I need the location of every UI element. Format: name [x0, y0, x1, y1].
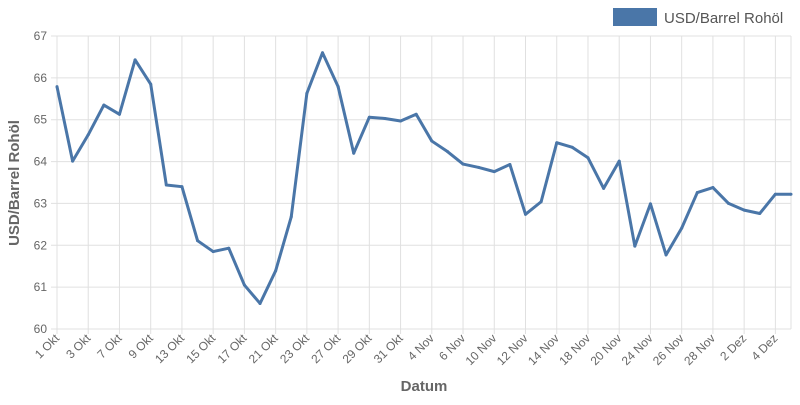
data-point[interactable] [727, 201, 731, 205]
data-point[interactable] [711, 186, 715, 190]
legend[interactable]: USD/Barrel Rohöl [613, 8, 783, 27]
x-tick-label: 26 Nov [650, 331, 687, 368]
data-point[interactable] [742, 208, 746, 212]
data-point[interactable] [196, 239, 200, 243]
x-tick-label: 18 Nov [556, 331, 593, 368]
x-tick-label: 4 Nov [405, 331, 437, 363]
x-tick-label: 27 Okt [308, 331, 343, 366]
data-point[interactable] [289, 215, 293, 219]
data-point[interactable] [555, 141, 559, 145]
data-point[interactable] [602, 186, 606, 190]
data-point[interactable] [117, 112, 121, 116]
y-tick-label: 61 [34, 280, 48, 294]
x-tick-label: 28 Nov [681, 331, 718, 368]
y-tick-label: 62 [34, 238, 48, 252]
data-point[interactable] [617, 159, 621, 163]
data-point[interactable] [586, 156, 590, 160]
data-point[interactable] [758, 211, 762, 215]
data-point[interactable] [164, 183, 168, 187]
y-axis-title: USD/Barrel Rohöl [6, 120, 23, 246]
x-tick-label: 4 Dez [748, 331, 780, 363]
x-tick-label: 15 Okt [183, 331, 218, 366]
data-point[interactable] [477, 165, 481, 169]
x-tick-label: 31 Okt [371, 331, 406, 366]
data-point[interactable] [664, 253, 668, 257]
data-point[interactable] [102, 103, 106, 107]
x-tick-label: 13 Okt [152, 331, 187, 366]
series-layer [55, 51, 793, 305]
data-point[interactable] [524, 212, 528, 216]
x-tick-label: 3 Okt [63, 331, 94, 362]
data-point[interactable] [445, 150, 449, 154]
data-point[interactable] [492, 170, 496, 174]
data-point[interactable] [399, 119, 403, 123]
data-point[interactable] [461, 162, 465, 166]
x-tick-label: 23 Okt [277, 331, 312, 366]
data-point[interactable] [86, 133, 90, 137]
data-point[interactable] [320, 51, 324, 55]
grid [51, 35, 792, 334]
x-tick-label: 17 Okt [215, 331, 250, 366]
data-point[interactable] [180, 185, 184, 189]
y-tick-label: 64 [34, 155, 48, 169]
series-line [55, 51, 791, 305]
y-tick-label: 65 [34, 113, 48, 127]
data-point[interactable] [430, 139, 434, 143]
data-point[interactable] [648, 202, 652, 206]
x-tick-label: 2 Dez [717, 331, 749, 363]
data-point[interactable] [336, 85, 340, 89]
data-point[interactable] [211, 250, 215, 254]
x-axis-title: Datum [401, 378, 448, 395]
x-tick-label: 14 Nov [525, 331, 562, 368]
data-point[interactable] [414, 112, 418, 116]
data-point[interactable] [773, 192, 777, 196]
x-tick-label: 21 Okt [246, 331, 281, 366]
data-point[interactable] [383, 116, 387, 120]
legend-swatch [613, 8, 657, 26]
data-point[interactable] [274, 269, 278, 273]
data-point[interactable] [133, 58, 137, 62]
x-tick-label: 20 Nov [588, 331, 625, 368]
data-point[interactable] [227, 246, 231, 250]
x-tick-label: 24 Nov [619, 331, 656, 368]
data-point[interactable] [352, 151, 356, 155]
x-tick-label: 10 Nov [463, 331, 500, 368]
data-point[interactable] [570, 145, 574, 149]
data-point[interactable] [149, 82, 153, 86]
data-point[interactable] [680, 226, 684, 230]
y-tick-label: 66 [34, 71, 48, 85]
y-tick-label: 60 [34, 322, 48, 336]
data-point[interactable] [539, 200, 543, 204]
data-point[interactable] [242, 283, 246, 287]
data-point[interactable] [71, 159, 75, 163]
data-point[interactable] [695, 191, 699, 195]
y-tick-label: 67 [34, 29, 48, 43]
data-point[interactable] [305, 91, 309, 95]
legend-label: USD/Barrel Rohöl [664, 10, 783, 27]
data-point[interactable] [258, 301, 262, 305]
y-tick-label: 63 [34, 196, 48, 210]
x-tick-label: 29 Okt [340, 331, 375, 366]
data-point[interactable] [367, 115, 371, 119]
data-point[interactable] [55, 85, 59, 89]
data-point[interactable] [633, 244, 637, 248]
x-tick-label: 7 Okt [94, 331, 125, 362]
data-point[interactable] [789, 192, 793, 196]
x-tick-label: 12 Nov [494, 331, 531, 368]
data-point[interactable] [508, 163, 512, 167]
y-axis-ticks: 60 61 62 63 64 65 66 67 [34, 29, 48, 336]
